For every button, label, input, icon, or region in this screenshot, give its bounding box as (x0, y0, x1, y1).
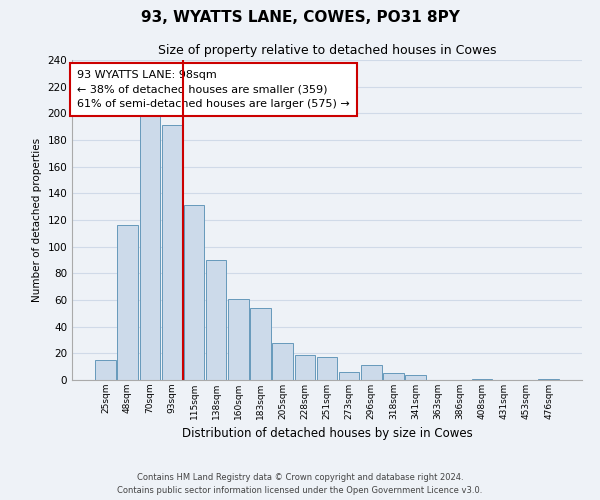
Bar (339, 372, 359, 380)
Bar (140, 116, 160, 380)
Text: 93, WYATTS LANE, COWES, PO31 8PY: 93, WYATTS LANE, COWES, PO31 8PY (140, 10, 460, 25)
Bar (361, 366, 382, 380)
X-axis label: Distribution of detached houses by size in Cowes: Distribution of detached houses by size … (182, 428, 472, 440)
Bar (250, 308, 271, 380)
Bar (272, 342, 293, 380)
Y-axis label: Number of detached properties: Number of detached properties (32, 138, 42, 302)
Bar (118, 226, 138, 380)
Bar (184, 206, 204, 380)
Bar (472, 378, 493, 380)
Bar (95, 360, 116, 380)
Bar (295, 354, 315, 380)
Bar (538, 378, 559, 380)
Bar (406, 374, 426, 380)
Bar (228, 298, 248, 380)
Bar (206, 260, 226, 380)
Text: 93 WYATTS LANE: 98sqm
← 38% of detached houses are smaller (359)
61% of semi-det: 93 WYATTS LANE: 98sqm ← 38% of detached … (77, 70, 350, 109)
Bar (317, 358, 337, 380)
Bar (383, 374, 404, 380)
Bar (161, 126, 182, 380)
Text: Contains HM Land Registry data © Crown copyright and database right 2024.
Contai: Contains HM Land Registry data © Crown c… (118, 474, 482, 495)
Title: Size of property relative to detached houses in Cowes: Size of property relative to detached ho… (158, 44, 496, 58)
